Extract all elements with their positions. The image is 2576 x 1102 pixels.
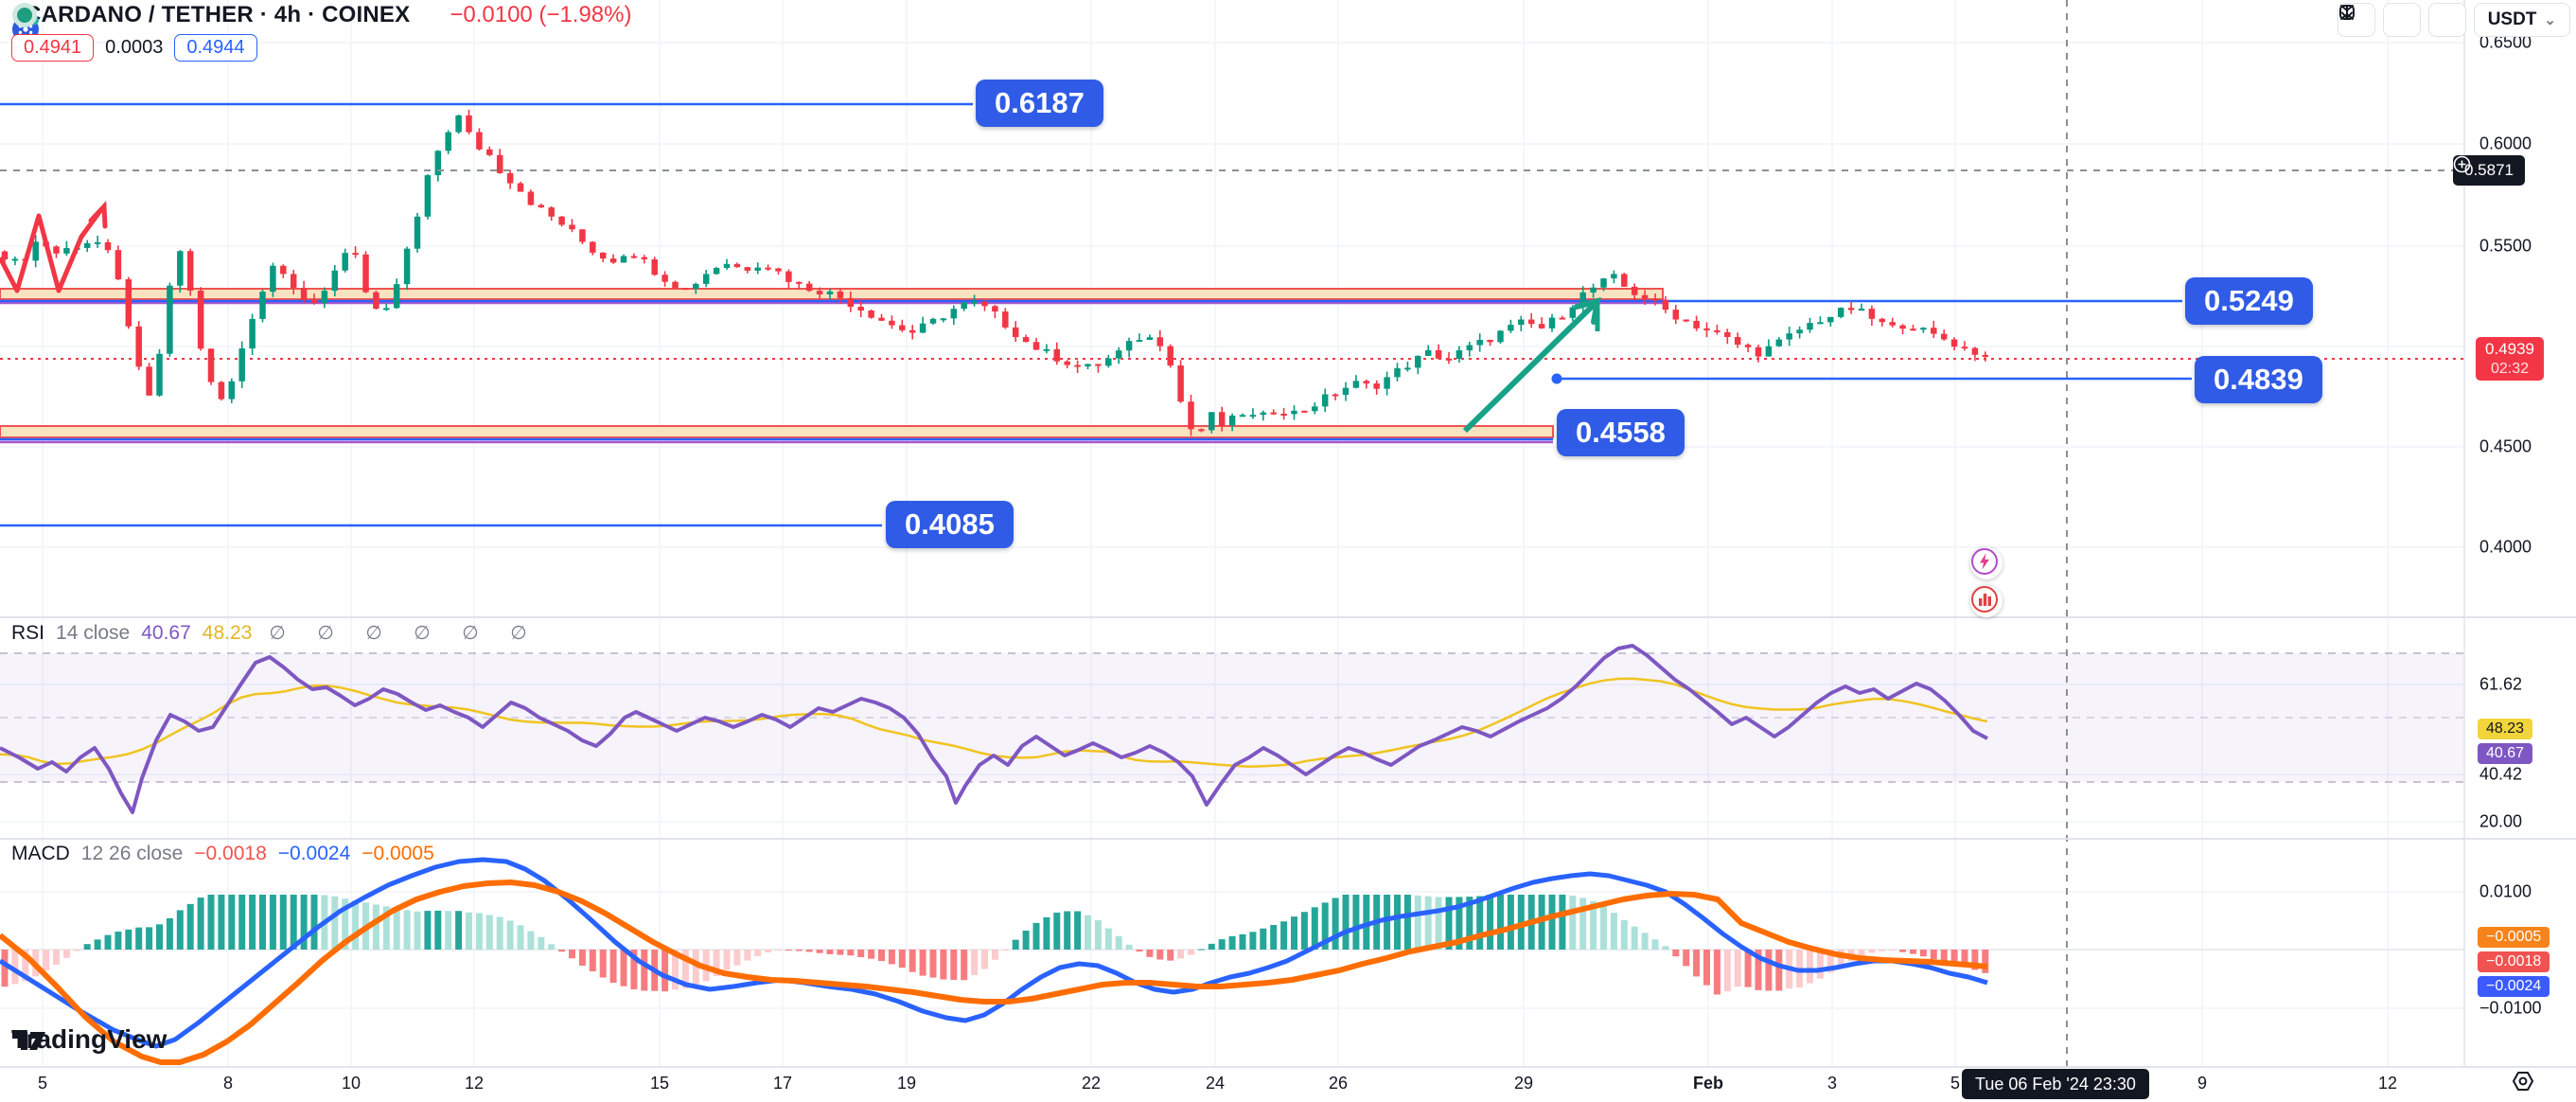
time-axis-label: 29 (1513, 1074, 1534, 1093)
price-axis-label: 0.6500 (2479, 32, 2532, 52)
price-level-lines (0, 102, 2192, 527)
macd-header[interactable]: MACD 12 26 close −0.0018 −0.0024 −0.0005 (11, 843, 434, 865)
time-axis-label: 9 (2197, 1074, 2208, 1093)
last-price-badge: 0.4939 02:32 (2476, 337, 2544, 381)
time-axis-label: 10 (341, 1074, 362, 1093)
price-axis-label: 0.4000 (2479, 537, 2532, 557)
rsi-params: 14 close (56, 622, 131, 644)
macd-hist-value: −0.0018 (194, 843, 267, 864)
time-axis-label: 22 (1081, 1074, 1102, 1093)
user-drawings[interactable] (0, 200, 1601, 434)
time-axis-label: 17 (772, 1074, 793, 1093)
time-axis-label: 15 (649, 1074, 670, 1093)
rsi-empty-slots: ∅ ∅ ∅ ∅ ∅ ∅ (269, 623, 540, 644)
time-axis-label: 26 (1328, 1074, 1349, 1093)
candlesticks (1, 109, 1989, 436)
tradingview-mark-icon (12, 1032, 45, 1050)
currency-label: USDT (2487, 9, 2537, 29)
chart-legend[interactable]: CARDANO / TETHER · 4h · COINEX −0.0100 (… (11, 2, 632, 43)
price-axis-label: 0.0100 (2479, 881, 2532, 901)
indicator-axis-badge: 48.23 (2478, 719, 2533, 739)
bid-price[interactable]: 0.4941 (11, 34, 95, 62)
last-price-value: 0.4939 (2485, 340, 2534, 358)
price-scale-currency-dropdown[interactable]: USDT ⌄ (2473, 3, 2570, 37)
rsi-ma-value: 48.23 (202, 622, 253, 644)
bar-countdown: 02:32 (2490, 361, 2530, 377)
price-axis-label: 0.4500 (2479, 436, 2532, 456)
rsi-pane (0, 644, 2464, 814)
crosshair (0, 0, 2464, 1067)
magic-draw-button[interactable] (1970, 547, 2003, 579)
time-axis-label: 24 (1205, 1074, 1226, 1093)
indicator-axis-badge: −0.0005 (2478, 927, 2550, 948)
rsi-title: RSI (11, 622, 45, 644)
price-axis-label: 0.5500 (2479, 236, 2532, 256)
price-level-badge[interactable]: 0.6187 (976, 80, 1103, 127)
rsi-value: 40.67 (141, 622, 191, 644)
price-axis-label: 0.6000 (2479, 133, 2532, 153)
price-level-badge[interactable]: 0.4558 (1557, 409, 1685, 456)
time-axis-settings-gear-icon[interactable] (2510, 1068, 2548, 1098)
macd-title: MACD (11, 843, 70, 864)
time-axis-label: 8 (222, 1074, 234, 1093)
time-axis-label: 3 (1826, 1074, 1838, 1093)
time-axis-label: 19 (896, 1074, 917, 1093)
gridlines (0, 0, 2464, 1067)
price-level-badge[interactable]: 0.5249 (2185, 277, 2313, 325)
crosshair-price-value: 0.5871 (2464, 161, 2514, 179)
indicator-axis-badge: −0.0018 (2478, 951, 2550, 972)
indicator-axis-badge: −0.0024 (2478, 976, 2550, 997)
spread-value: 0.0003 (105, 37, 164, 58)
price-scale-toolbar: USDT ⌄ (2337, 3, 2570, 37)
price-axis-label: −0.0100 (2479, 998, 2542, 1018)
time-axis-label: 12 (464, 1074, 485, 1093)
add-alert-plus-icon[interactable] (2453, 155, 2471, 173)
collapse-pane-button[interactable] (2339, 3, 2421, 37)
pattern-stats-button[interactable] (1970, 585, 2003, 617)
price-level-badge[interactable]: 0.4839 (2195, 356, 2322, 403)
time-axis-label: 5 (37, 1074, 48, 1093)
price-level-badge[interactable]: 0.4085 (886, 501, 1014, 548)
macd-pane (0, 857, 2464, 1065)
maximize-pane-button[interactable] (2338, 3, 2466, 37)
macd-signal-value: −0.0005 (362, 843, 434, 864)
price-axis-label: 61.62 (2479, 674, 2523, 694)
time-axis-label: 12 (2377, 1074, 2398, 1093)
price-axis-label: 40.42 (2479, 764, 2523, 784)
indicator-axis-badge: 40.67 (2478, 743, 2533, 764)
rsi-header[interactable]: RSI 14 close 40.67 48.23 ∅ ∅ ∅ ∅ ∅ ∅ (11, 621, 540, 645)
change-readout: −0.0100 (−1.98%) (450, 2, 632, 27)
bid-ask-row: 0.4941 0.0003 0.4944 (11, 34, 257, 62)
symbol-title[interactable]: CARDANO / TETHER · 4h · COINEX (25, 2, 411, 27)
crosshair-price-badge: 0.5871 (2453, 155, 2525, 186)
time-axis-label: 5 (1950, 1074, 1961, 1093)
tradingview-logo[interactable]: TradingView (11, 1024, 167, 1055)
price-axis-label: 20.00 (2479, 811, 2523, 831)
pane-separators (0, 0, 2576, 1068)
ask-price[interactable]: 0.4944 (174, 34, 257, 62)
crosshair-time-badge: Tue 06 Feb '24 23:30 (1962, 1069, 2149, 1099)
macd-params: 12 26 close (80, 843, 184, 864)
time-axis-label: Feb (1692, 1074, 1724, 1093)
chevron-down-icon: ⌄ (2544, 12, 2556, 28)
macd-line-value: −0.0024 (277, 843, 351, 864)
